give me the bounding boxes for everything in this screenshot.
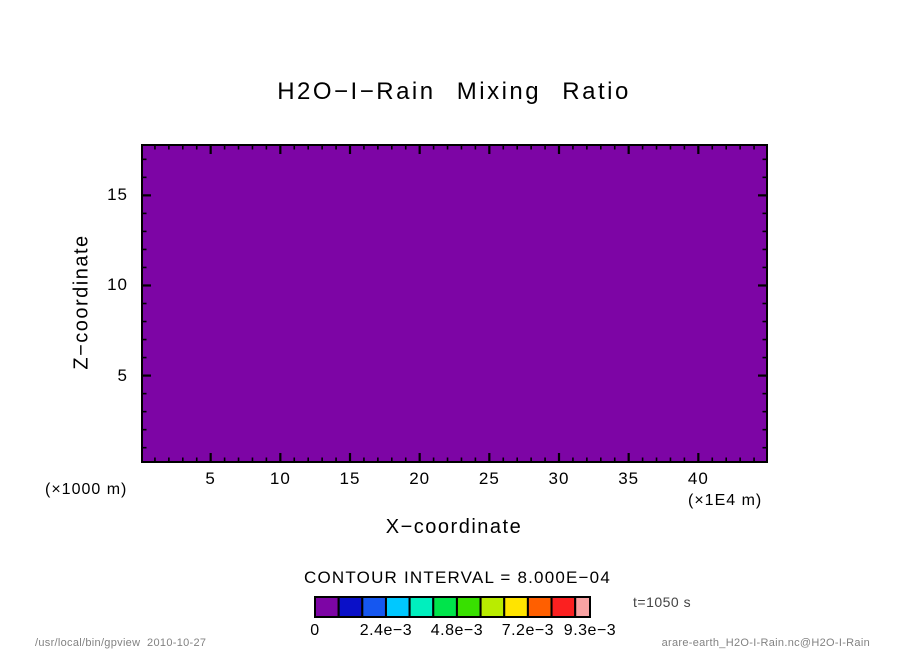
- y-tick-label: 5: [117, 365, 128, 385]
- footer-command-text: /usr/local/bin/gpview 2010-10-27: [35, 637, 207, 649]
- y-axis-unit-label: (×1000 m): [45, 481, 128, 498]
- x-tick-label: 10: [269, 469, 291, 488]
- footer-source-text: arare-earth_H2O-I-Rain.nc@H2O-I-Rain: [661, 637, 870, 649]
- x-axis-title: X−coordinate: [385, 516, 523, 538]
- colorbar-segment: [337, 596, 364, 618]
- colorbar-tick-label: 0: [310, 622, 320, 639]
- x-axis-unit-label: (×1E4 m): [688, 492, 763, 509]
- colorbar-segment: [479, 596, 506, 618]
- colorbar-segment: [384, 596, 411, 618]
- colorbar-segment: [550, 596, 577, 618]
- y-tick-label: 10: [107, 275, 128, 295]
- colorbar: [314, 596, 592, 618]
- plot-area: [141, 144, 768, 463]
- x-tick-label: 20: [409, 469, 431, 488]
- colorbar-tick-label: 9.3e−3: [563, 622, 617, 639]
- colorbar-segment: [432, 596, 458, 618]
- colorbar-segment: [574, 596, 592, 618]
- colorbar-segment: [503, 596, 529, 618]
- y-axis-title: Z−coordinate: [70, 234, 93, 370]
- colorbar-segment: [526, 596, 553, 618]
- x-tick-label: 15: [339, 469, 361, 488]
- chart-title: H2O−I−Rain Mixing Ratio: [277, 78, 631, 105]
- colorbar-segment: [408, 596, 435, 618]
- x-tick-label: 5: [205, 469, 216, 488]
- contour-fill-field: [141, 144, 768, 463]
- x-tick-label: 25: [478, 469, 500, 488]
- colorbar-segment: [314, 596, 340, 618]
- colorbar-segment: [361, 596, 387, 618]
- time-label: t=1050 s: [633, 594, 692, 610]
- colorbar-tick-label: 7.2e−3: [501, 622, 555, 639]
- colorbar-tick-label: 2.4e−3: [359, 622, 413, 639]
- colorbar-tick-label: 4.8e−3: [430, 622, 484, 639]
- y-tick-label: 15: [107, 185, 128, 205]
- colorbar-segment: [455, 596, 482, 618]
- contour-interval-label: CONTOUR INTERVAL = 8.000E−04: [304, 568, 611, 587]
- x-tick-label: 30: [548, 469, 570, 488]
- x-tick-label: 40: [687, 469, 709, 488]
- x-tick-label: 35: [618, 469, 640, 488]
